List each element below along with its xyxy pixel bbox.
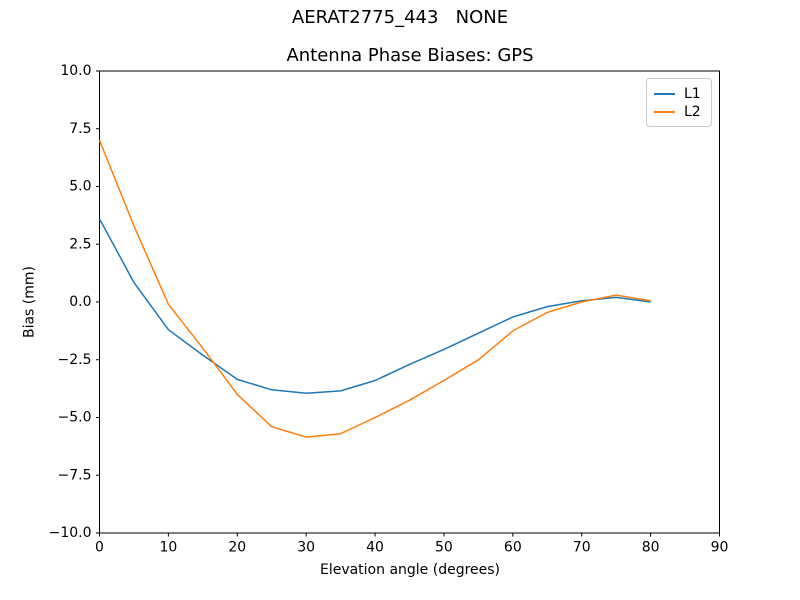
y-tick-label: 5.0 (69, 179, 91, 195)
x-axis-label: Elevation angle (degrees) (319, 562, 501, 578)
x-tick-label: 50 (435, 540, 453, 556)
x-tick-label: 30 (297, 540, 315, 556)
legend-label-l1: L1 (684, 85, 701, 102)
legend-item-l2: L2 (654, 103, 703, 120)
line-l1 (98, 218, 651, 394)
axes-title: Antenna Phase Biases: GPS (286, 45, 534, 66)
line-l2 (98, 140, 651, 438)
figure-title: AERAT2775_443 NONE (291, 7, 509, 28)
y-tick-label: 0.0 (69, 294, 91, 310)
legend: L1 L2 (646, 78, 712, 127)
x-tick-label: 90 (711, 540, 729, 556)
x-tick-label: 40 (366, 540, 384, 556)
y-axis-label: Bias (mm) (21, 265, 38, 339)
y-tick-label: 10.0 (60, 63, 91, 79)
x-tick-label: 0 (95, 540, 104, 556)
x-tick-label: 10 (159, 540, 177, 556)
x-tick-label: 20 (228, 540, 246, 556)
x-tick-label: 60 (504, 540, 522, 556)
axes-frame (99, 70, 720, 534)
y-tick-label: 2.5 (69, 236, 91, 252)
y-tick-label: −7.5 (58, 467, 92, 483)
l2-line-swatch (654, 110, 675, 113)
legend-label-l2: L2 (684, 103, 701, 120)
y-tick-label: −2.5 (58, 352, 92, 368)
legend-item-l1: L1 (654, 85, 703, 102)
l1-line-swatch (654, 92, 675, 95)
x-tick-label: 80 (642, 540, 660, 556)
y-tick-label: −10.0 (49, 525, 92, 541)
y-tick-label: 7.5 (69, 121, 91, 137)
y-tick-label: −5.0 (58, 410, 92, 426)
x-tick-label: 70 (573, 540, 591, 556)
